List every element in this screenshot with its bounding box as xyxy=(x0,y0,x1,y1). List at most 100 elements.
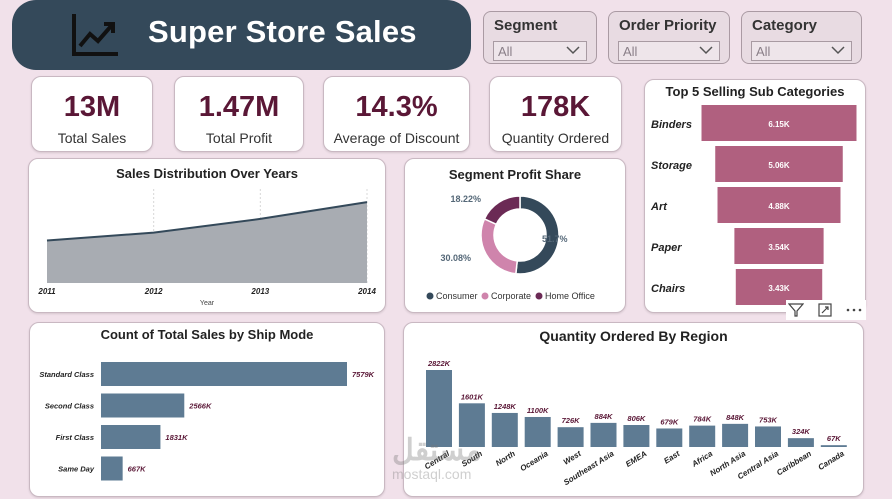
category-label: EMEA xyxy=(624,449,649,469)
kpi-value: 14.3% xyxy=(355,91,438,123)
bar xyxy=(590,422,617,447)
kpi-caption: Quantity Ordered xyxy=(501,130,610,146)
segment-profit-donut[interactable]: 51.7% 30.08% 18.22% Consumer Corporate Home O… xyxy=(405,159,627,314)
bar xyxy=(426,370,452,447)
bar xyxy=(734,228,824,264)
bar xyxy=(820,445,847,447)
category-dropdown[interactable]: All xyxy=(751,41,852,61)
bar xyxy=(722,423,749,447)
kpi-total-profit[interactable]: 1.47M Total Profit xyxy=(174,76,304,152)
data-label: 667K xyxy=(128,465,147,474)
data-label: 4.88K xyxy=(768,202,790,211)
more-options-icon[interactable] xyxy=(845,302,863,318)
bar xyxy=(491,412,518,447)
category-label: Chairs xyxy=(651,283,685,295)
bar xyxy=(101,393,185,418)
category-slicer[interactable]: Category All xyxy=(741,11,862,64)
category-label: First Class xyxy=(56,433,94,442)
bar xyxy=(735,269,823,305)
data-label: 848K xyxy=(726,413,745,422)
category-label: Same Day xyxy=(58,465,95,474)
chart-title: Quantity Ordered By Region xyxy=(539,328,728,344)
category-label: Caribbean xyxy=(775,449,813,477)
segment-dropdown-value: All xyxy=(498,44,513,59)
kpi-caption: Average of Discount xyxy=(333,130,460,146)
sales-distribution-chart[interactable]: 2011 2012 2013 2014 Year xyxy=(29,159,387,314)
data-label: 1100K xyxy=(527,406,549,415)
order-priority-slicer[interactable]: Order Priority All xyxy=(608,11,730,64)
bar xyxy=(101,456,123,481)
chart-title: Top 5 Selling Sub Categories xyxy=(665,84,845,99)
x-tick-label: 2012 xyxy=(144,287,163,296)
category-slicer-label: Category xyxy=(752,17,818,34)
bar xyxy=(458,403,485,447)
order-priority-dropdown-value: All xyxy=(623,44,638,59)
area-fill xyxy=(47,202,367,283)
watermark-latin: mostaql.com xyxy=(392,466,472,482)
category-label: East xyxy=(662,449,681,466)
category-label: West xyxy=(562,449,583,467)
data-label: 1831K xyxy=(165,433,188,442)
focus-mode-icon[interactable] xyxy=(817,302,833,318)
quantity-region-card[interactable]: Quantity Ordered By Region 2822K Central 1… xyxy=(403,322,864,497)
filter-icon[interactable] xyxy=(788,302,804,318)
category-label: Storage xyxy=(651,160,692,172)
segment-dropdown[interactable]: All xyxy=(493,41,587,61)
bar xyxy=(557,427,584,447)
chart-title: Count of Total Sales by Ship Mode xyxy=(100,327,314,342)
legend-label: Consumer xyxy=(436,291,478,301)
segment-slicer[interactable]: Segment All xyxy=(483,11,597,64)
ship-mode-card[interactable]: Count of Total Sales by Ship Mode Standa… xyxy=(29,322,385,497)
ship-mode-chart[interactable]: Standard Class 7579K Second Class 2566K Firs… xyxy=(30,323,386,498)
chevron-down-icon xyxy=(831,46,845,55)
kpi-average-discount[interactable]: 14.3% Average of Discount xyxy=(323,76,470,152)
slice-label: 51.7% xyxy=(542,234,568,244)
data-label: 753K xyxy=(759,415,778,424)
data-label: 2566K xyxy=(188,402,212,411)
data-label: 324K xyxy=(792,427,811,436)
quantity-region-chart[interactable]: 2822KCentral1601KSouth1248KNorth1100KOce… xyxy=(404,323,865,498)
data-label: 5.06K xyxy=(768,161,790,170)
top-subcategories-card[interactable]: Top 5 Selling Sub Categories 6.15K Binder… xyxy=(644,79,866,313)
page-title: Super Store Sales xyxy=(148,14,417,49)
pie-slice xyxy=(515,195,560,275)
visual-header-toolbar xyxy=(786,300,866,320)
top-subcategories-chart[interactable]: 6.15K Binders 5.06K Storage 4.88K Art 3.54K Pap… xyxy=(645,80,867,314)
bar xyxy=(787,438,814,447)
pie-slice xyxy=(483,195,521,226)
category-label: Africa xyxy=(689,449,714,469)
data-label: 1601K xyxy=(461,392,484,401)
kpi-quantity-ordered[interactable]: 178K Quantity Ordered xyxy=(489,76,622,152)
bar xyxy=(755,426,781,447)
category-label: Standard Class xyxy=(39,370,94,379)
order-priority-dropdown[interactable]: All xyxy=(618,41,720,61)
category-dropdown-value: All xyxy=(756,44,771,59)
data-label: 1248K xyxy=(494,402,517,411)
pie-slice xyxy=(480,217,519,275)
data-label: 67K xyxy=(827,434,841,443)
legend-label: Corporate xyxy=(491,291,531,301)
legend-label: Home Office xyxy=(545,291,595,301)
x-axis-label: Year xyxy=(200,300,215,307)
kpi-total-sales[interactable]: 13M Total Sales xyxy=(31,76,153,152)
sales-distribution-card[interactable]: Sales Distribution Over Years 2011 2012 20… xyxy=(28,158,386,313)
bar xyxy=(689,425,716,447)
category-label: North xyxy=(494,449,517,468)
category-label: Second Class xyxy=(45,402,94,411)
kpi-value: 178K xyxy=(520,91,591,123)
slice-label: 30.08% xyxy=(440,253,471,263)
slice-label: 18.22% xyxy=(450,194,481,204)
bar xyxy=(656,428,683,447)
watermark: مستقل mostaql.com xyxy=(392,436,482,483)
chevron-down-icon xyxy=(566,46,580,55)
legend-marker xyxy=(426,292,434,300)
kpi-caption: Total Sales xyxy=(57,130,127,146)
series-line xyxy=(46,201,368,242)
legend-marker xyxy=(535,292,543,300)
kpi-value: 13M xyxy=(63,91,121,123)
data-label: 806K xyxy=(627,414,646,423)
segment-profit-card[interactable]: Segment Profit Share 51.7% 30.08% 18.22% Co… xyxy=(404,158,626,313)
category-label: Canada xyxy=(817,449,847,472)
category-label: Oceania xyxy=(519,449,551,473)
order-priority-slicer-label: Order Priority xyxy=(619,17,717,34)
